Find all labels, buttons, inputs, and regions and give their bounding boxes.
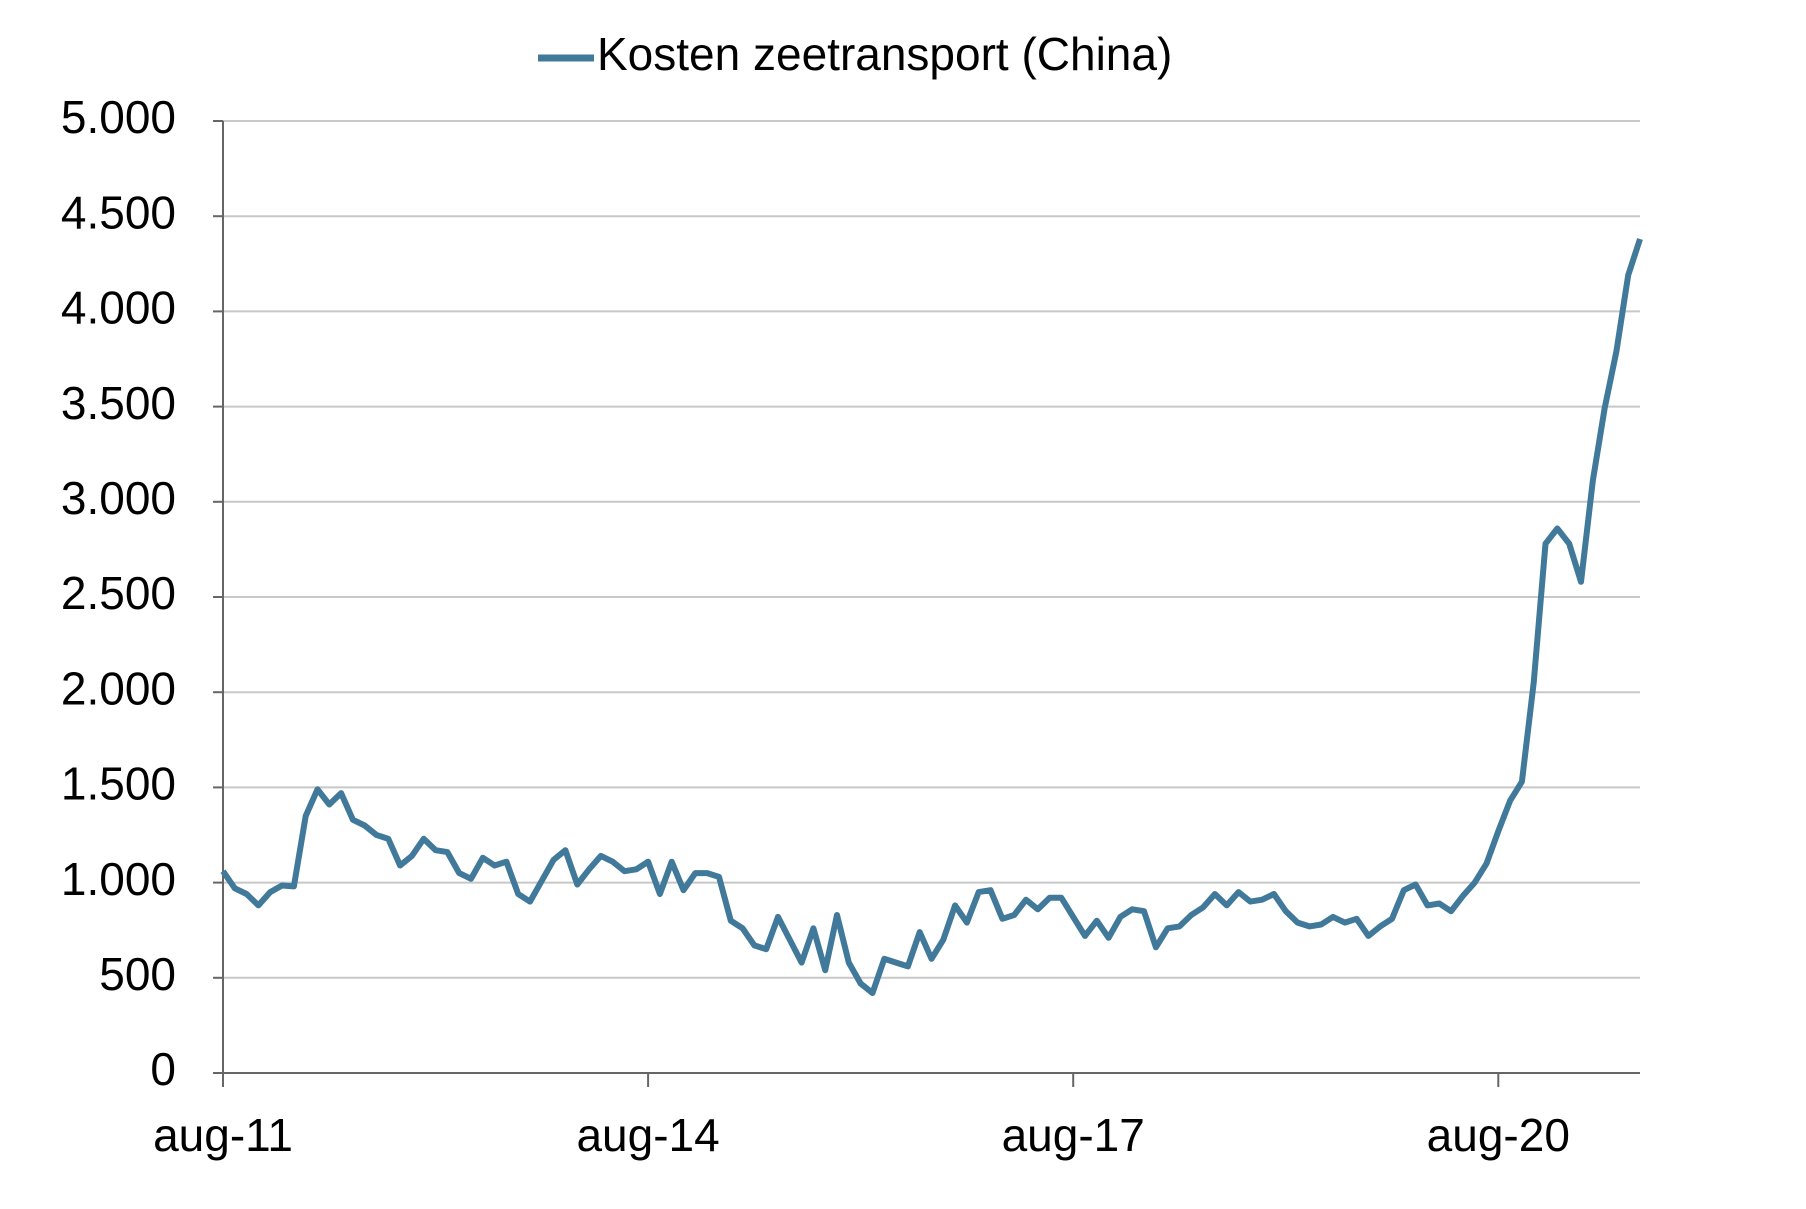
y-tick-label: 1.000 bbox=[61, 853, 176, 905]
data-line bbox=[220, 238, 1643, 996]
y-tick-label: 2.000 bbox=[61, 662, 176, 714]
y-tick-label: 5.000 bbox=[61, 91, 176, 143]
y-tick-label: 4.000 bbox=[61, 282, 176, 334]
x-tick-label: aug-11 bbox=[153, 1109, 293, 1161]
y-tick-label: 2.500 bbox=[61, 567, 176, 619]
y-tick-label: 0 bbox=[150, 1043, 176, 1095]
y-tick-label: 3.000 bbox=[61, 472, 176, 524]
y-tick-label: 4.500 bbox=[61, 186, 176, 238]
legend-label: Kosten zeetransport (China) bbox=[597, 28, 1172, 80]
y-tick-label: 3.500 bbox=[61, 377, 176, 429]
y-tick-label: 1.500 bbox=[61, 758, 176, 810]
x-tick-label: aug-17 bbox=[1002, 1109, 1145, 1161]
x-tick-label: aug-14 bbox=[576, 1109, 719, 1161]
x-tick-label: aug-20 bbox=[1427, 1109, 1570, 1161]
y-tick-label: 500 bbox=[99, 948, 176, 1000]
